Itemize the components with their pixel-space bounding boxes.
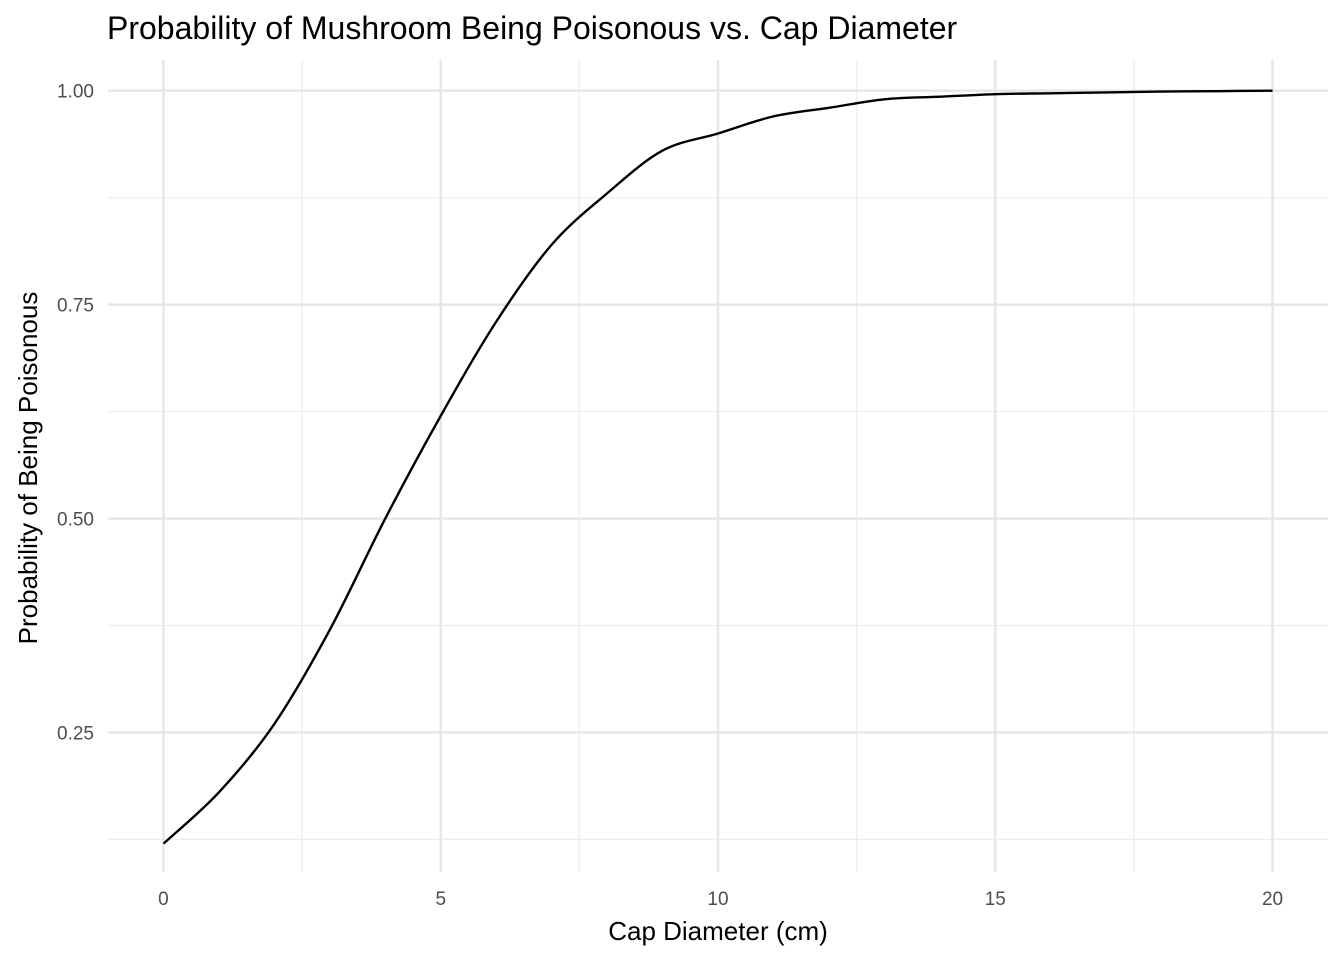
y-tick-label: 1.00 — [57, 82, 94, 103]
x-axis-title: Cap Diameter (cm) — [608, 916, 828, 946]
x-tick-labels: 0 5 10 15 20 — [158, 889, 1283, 910]
x-tick-label: 0 — [158, 889, 169, 910]
x-tick-label: 15 — [985, 889, 1006, 910]
x-tick-label: 5 — [435, 889, 446, 910]
y-tick-labels: 0.25 0.50 0.75 1.00 — [57, 82, 94, 745]
y-tick-label: 0.50 — [57, 510, 94, 531]
chart-title: Probability of Mushroom Being Poisonous … — [107, 10, 958, 46]
y-tick-label: 0.75 — [57, 296, 94, 317]
x-tick-label: 10 — [707, 889, 728, 910]
grid-major-lines — [108, 60, 1328, 872]
y-tick-label: 0.25 — [57, 723, 94, 744]
x-tick-label: 20 — [1262, 889, 1283, 910]
series-line — [162, 89, 1273, 845]
y-axis-title: Probability of Being Poisonous — [13, 292, 43, 645]
